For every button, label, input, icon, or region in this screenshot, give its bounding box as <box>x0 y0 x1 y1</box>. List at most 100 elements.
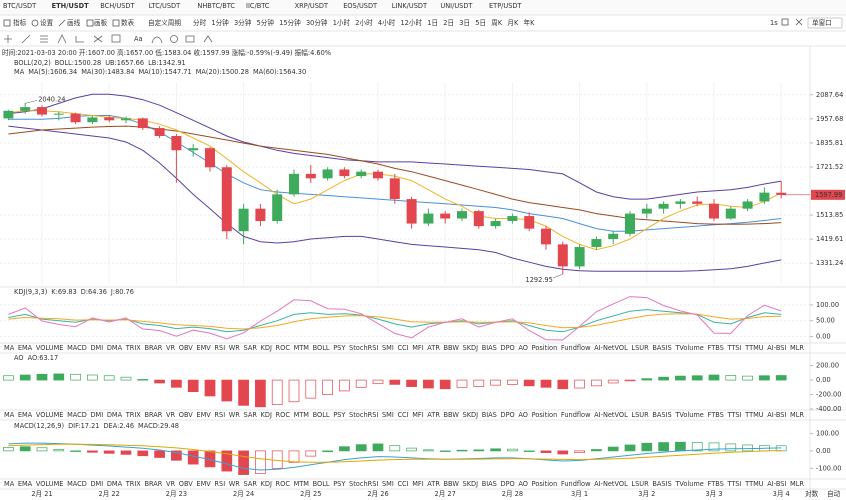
indicator-tab[interactable]: ATR <box>427 480 440 488</box>
indicator-tab[interactable]: TTMU <box>744 344 764 352</box>
indicator-tab[interactable]: EMA <box>18 344 33 352</box>
indicator-tab[interactable]: EMV <box>196 480 211 488</box>
toolbar-button[interactable]: 画板 <box>94 18 108 27</box>
scale-button[interactable]: 自动 <box>827 489 841 498</box>
indicator-tab[interactable]: TVolume <box>674 480 704 488</box>
indicator-tab[interactable]: DMI <box>90 411 103 419</box>
indicator-tab[interactable]: SKDJ <box>463 344 479 352</box>
period-button[interactable]: 1分钟 <box>211 18 229 27</box>
indicator-tab[interactable]: MLR <box>790 344 804 352</box>
indicator-tab[interactable]: OBV <box>179 411 194 419</box>
toolbar-button[interactable]: 指标 <box>13 18 27 27</box>
icon[interactable] <box>781 18 789 26</box>
indicator-tab[interactable]: AI-NetVOL <box>594 344 628 352</box>
indicator-tab[interactable]: BIAS <box>482 344 497 352</box>
indicator-tab[interactable]: LSUR <box>631 480 649 488</box>
indicator-tab[interactable]: TTMU <box>744 480 764 488</box>
period-button[interactable]: 3分钟 <box>234 18 252 27</box>
indicator-tab[interactable]: SAR <box>244 411 258 419</box>
indicator-tab[interactable]: BBW <box>444 480 460 488</box>
indicator-tab[interactable]: CCI <box>397 480 408 488</box>
indicator-tab[interactable]: DMA <box>107 344 123 352</box>
indicator-tab[interactable]: AO <box>518 480 528 488</box>
indicator-tab[interactable]: KDJ <box>261 480 272 488</box>
indicator-tab[interactable]: MA <box>4 480 15 488</box>
indicator-tab[interactable]: OBV <box>179 344 194 352</box>
indicator-tab[interactable]: Fundflow <box>561 411 591 419</box>
indicator-tab[interactable]: DMA <box>107 411 123 419</box>
indicator-tab[interactable]: OBV <box>179 480 194 488</box>
tool-icon[interactable] <box>203 35 213 43</box>
indicator-tab[interactable]: CCI <box>397 411 408 419</box>
indicator-tab[interactable]: SAR <box>244 344 258 352</box>
indicator-tab[interactable]: EMV <box>196 344 211 352</box>
tool-icon[interactable] <box>185 35 195 43</box>
indicator-tab[interactable]: BOLL <box>313 411 330 419</box>
indicator-tab[interactable]: MFI <box>412 480 423 488</box>
period-button[interactable]: 周K <box>491 19 503 27</box>
indicator-tab[interactable]: DMI <box>90 344 103 352</box>
indicator-tab[interactable]: BIAS <box>482 411 497 419</box>
indicator-tab[interactable]: FTBS <box>708 344 724 352</box>
indicator-tab[interactable]: BASIS <box>652 480 671 488</box>
text-tool[interactable]: Aa <box>134 35 143 43</box>
pair-tab[interactable]: UNI/USDT <box>440 2 473 10</box>
indicator-tab[interactable]: AI-NetVOL <box>594 411 628 419</box>
indicator-tab[interactable]: VR <box>166 411 176 419</box>
indicator-tab[interactable]: AO <box>518 344 528 352</box>
period-button[interactable]: 2日 <box>443 19 454 27</box>
indicator-tab[interactable]: DPO <box>501 480 515 488</box>
indicator-tab[interactable]: EMA <box>18 411 33 419</box>
period-button[interactable]: 3日 <box>459 19 470 27</box>
indicator-tab[interactable]: RSI <box>214 411 225 419</box>
indicator-tab[interactable]: WR <box>229 344 241 352</box>
period-button[interactable]: 分时 <box>193 18 207 27</box>
indicator-tab[interactable]: Position <box>532 411 558 419</box>
indicator-tab[interactable]: SKDJ <box>463 480 479 488</box>
pair-tab[interactable]: EOS/USDT <box>343 2 378 10</box>
pair-tab[interactable]: BTC/USDT <box>3 2 37 10</box>
indicator-tab[interactable]: LSUR <box>631 344 649 352</box>
tool-icon[interactable] <box>151 36 163 44</box>
indicator-tab[interactable]: AI-NetVOL <box>594 480 628 488</box>
indicator-tab[interactable]: LSUR <box>631 411 649 419</box>
indicator-tab[interactable]: DPO <box>501 411 515 419</box>
indicator-tab[interactable]: VR <box>166 344 176 352</box>
indicator-tab[interactable]: TTSI <box>726 411 741 419</box>
indicator-tab[interactable]: VR <box>166 480 176 488</box>
indicator-tab[interactable]: KDJ <box>261 344 272 352</box>
period-button[interactable]: 5分钟 <box>257 18 275 27</box>
indicator-tab[interactable]: ROC <box>276 480 291 488</box>
indicator-tab[interactable]: PSY <box>333 411 346 419</box>
indicator-tab[interactable]: MA <box>4 344 15 352</box>
indicator-tab[interactable]: StochRSI <box>349 480 378 488</box>
indicator-tab[interactable]: BASIS <box>652 344 671 352</box>
pair-tab[interactable]: IIC/BTC <box>246 2 270 10</box>
indicator-tab[interactable]: VOLUME <box>36 411 64 419</box>
indicator-tab[interactable]: TRIX <box>125 411 142 419</box>
indicator-tab[interactable]: MACD <box>67 480 87 488</box>
indicator-tab[interactable]: StochRSI <box>349 411 378 419</box>
tool-icon[interactable] <box>170 35 178 43</box>
indicator-tab[interactable]: StochRSI <box>349 344 378 352</box>
indicator-tab[interactable]: TTMU <box>744 411 764 419</box>
period-button[interactable]: 1小时 <box>333 18 351 27</box>
indicator-tab[interactable]: KDJ <box>261 411 272 419</box>
indicator-tab[interactable]: FTBS <box>708 480 724 488</box>
indicator-tab[interactable]: MACD <box>67 344 87 352</box>
pair-tab[interactable]: LINK/USDT <box>392 2 428 10</box>
indicator-tab[interactable]: VOLUME <box>36 344 64 352</box>
indicator-tab[interactable]: BRAR <box>144 411 162 419</box>
tool-icon[interactable] <box>40 35 48 43</box>
indicator-tab[interactable]: AI-BSI <box>767 344 786 352</box>
indicator-tab[interactable]: ROC <box>276 344 291 352</box>
indicator-tab[interactable]: RSI <box>214 480 225 488</box>
indicator-tab[interactable]: FTBS <box>708 411 724 419</box>
indicator-tab[interactable]: AI-BSI <box>767 480 786 488</box>
indicator-tab[interactable]: BASIS <box>652 411 671 419</box>
period-button[interactable]: 月K <box>507 19 519 27</box>
indicator-tab[interactable]: ROC <box>276 411 291 419</box>
indicator-tab[interactable]: MFI <box>412 344 423 352</box>
indicator-tab[interactable]: MACD <box>67 411 87 419</box>
custom-period[interactable]: 自定义周期 <box>148 18 181 27</box>
